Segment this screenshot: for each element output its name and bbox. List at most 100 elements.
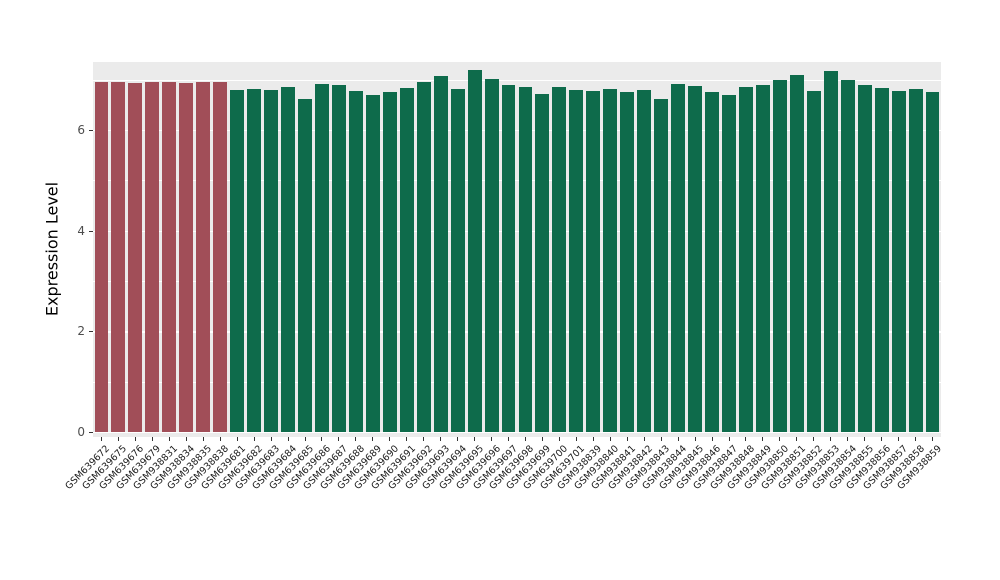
bar-GSM938843: [654, 98, 669, 432]
bar-GSM639688: [348, 91, 363, 432]
major-gridline: [93, 230, 941, 233]
x-tick-mark: [592, 437, 594, 441]
x-tick-mark: [609, 437, 611, 441]
x-tick-mark: [219, 437, 221, 441]
x-tick-mark: [168, 437, 170, 441]
x-tick-mark: [321, 437, 323, 441]
bar-GSM938852: [806, 90, 821, 432]
x-tick-mark: [898, 437, 900, 441]
x-tick-mark: [813, 437, 815, 441]
bar-GSM938845: [688, 85, 703, 432]
x-tick-mark: [660, 437, 662, 441]
x-tick-mark: [236, 437, 238, 441]
x-tick-mark: [779, 437, 781, 441]
bar-GSM639686: [314, 83, 329, 432]
major-gridline: [93, 432, 941, 434]
x-tick-mark: [202, 437, 204, 441]
bar-GSM639681: [230, 89, 245, 432]
x-tick-mark: [677, 437, 679, 441]
x-tick-mark: [745, 437, 747, 441]
bar-GSM639701: [569, 89, 584, 432]
bar-GSM938835: [196, 81, 211, 432]
x-tick-mark: [100, 437, 102, 441]
x-tick-mark: [524, 437, 526, 441]
bar-GSM938851: [789, 74, 804, 432]
bar-GSM639699: [535, 93, 550, 432]
x-tick-mark: [457, 437, 459, 441]
bar-GSM639687: [331, 85, 346, 432]
bar-GSM938838: [213, 82, 228, 432]
x-tick-mark: [558, 437, 560, 441]
bar-GSM938847: [722, 94, 736, 432]
x-tick-mark: [304, 437, 306, 441]
y-tick-label: 2: [77, 324, 85, 339]
bar-GSM938831: [162, 82, 177, 432]
minor-gridline: [93, 281, 941, 282]
bar-GSM639679: [145, 81, 160, 432]
x-tick-mark: [575, 437, 577, 441]
bar-GSM639694: [450, 88, 465, 432]
x-tick-mark: [881, 437, 883, 441]
bar-GSM938857: [891, 90, 906, 432]
x-tick-mark: [287, 437, 289, 441]
bar-GSM938844: [671, 83, 686, 432]
bar-GSM938853: [823, 70, 838, 432]
x-tick-mark: [694, 437, 696, 441]
bar-GSM639682: [247, 88, 262, 432]
bar-GSM639684: [281, 86, 295, 432]
x-tick-mark: [711, 437, 713, 441]
minor-gridline: [93, 79, 941, 81]
bar-GSM639676: [128, 82, 143, 432]
x-tick-mark: [830, 437, 832, 441]
bar-GSM938854: [840, 79, 855, 432]
bar-GSM938849: [755, 84, 770, 432]
x-tick-mark: [338, 437, 340, 441]
x-tick-mark: [762, 437, 764, 441]
bar-GSM938855: [857, 84, 872, 432]
x-tick-mark: [474, 437, 476, 441]
bar-GSM639690: [382, 91, 397, 432]
y-tick-label: 4: [77, 223, 85, 238]
bar-GSM639691: [399, 87, 414, 432]
x-tick-mark: [372, 437, 374, 441]
x-tick-mark: [796, 437, 798, 441]
x-tick-mark: [389, 437, 391, 441]
bar-GSM639692: [416, 82, 431, 432]
x-tick-mark: [864, 437, 866, 441]
x-tick-mark: [253, 437, 255, 441]
x-tick-mark: [932, 437, 934, 441]
x-tick-mark: [117, 437, 119, 441]
bar-GSM639697: [501, 84, 516, 432]
bar-GSM639693: [433, 75, 448, 432]
x-tick-mark: [491, 437, 493, 441]
bar-GSM639675: [111, 82, 126, 432]
bar-GSM639672: [94, 82, 109, 432]
y-tick-label: 0: [77, 425, 85, 439]
bar-GSM938841: [620, 91, 635, 432]
x-tick-mark: [406, 437, 408, 441]
bar-GSM938856: [874, 87, 889, 432]
y-tick-mark: [88, 230, 93, 232]
y-tick-mark: [88, 331, 93, 333]
x-tick-mark: [270, 437, 272, 441]
x-tick-mark: [355, 437, 357, 441]
x-tick-mark: [847, 437, 849, 441]
bar-GSM938850: [772, 79, 787, 432]
x-tick-mark: [915, 437, 917, 441]
x-tick-mark: [440, 437, 442, 441]
bar-GSM639685: [298, 98, 312, 432]
minor-gridline: [93, 180, 941, 182]
y-tick-label: 6: [77, 123, 85, 138]
x-tick-mark: [185, 437, 187, 441]
bar-GSM938848: [738, 86, 753, 432]
bar-GSM938839: [586, 90, 601, 432]
bar-GSM639695: [467, 69, 482, 432]
major-gridline: [93, 130, 941, 132]
bar-GSM938859: [925, 91, 940, 432]
bar-GSM938842: [637, 89, 652, 432]
bar-GSM639696: [484, 78, 499, 432]
major-gridline: [93, 331, 941, 333]
x-tick-mark: [508, 437, 510, 441]
bar-GSM639700: [552, 87, 567, 432]
